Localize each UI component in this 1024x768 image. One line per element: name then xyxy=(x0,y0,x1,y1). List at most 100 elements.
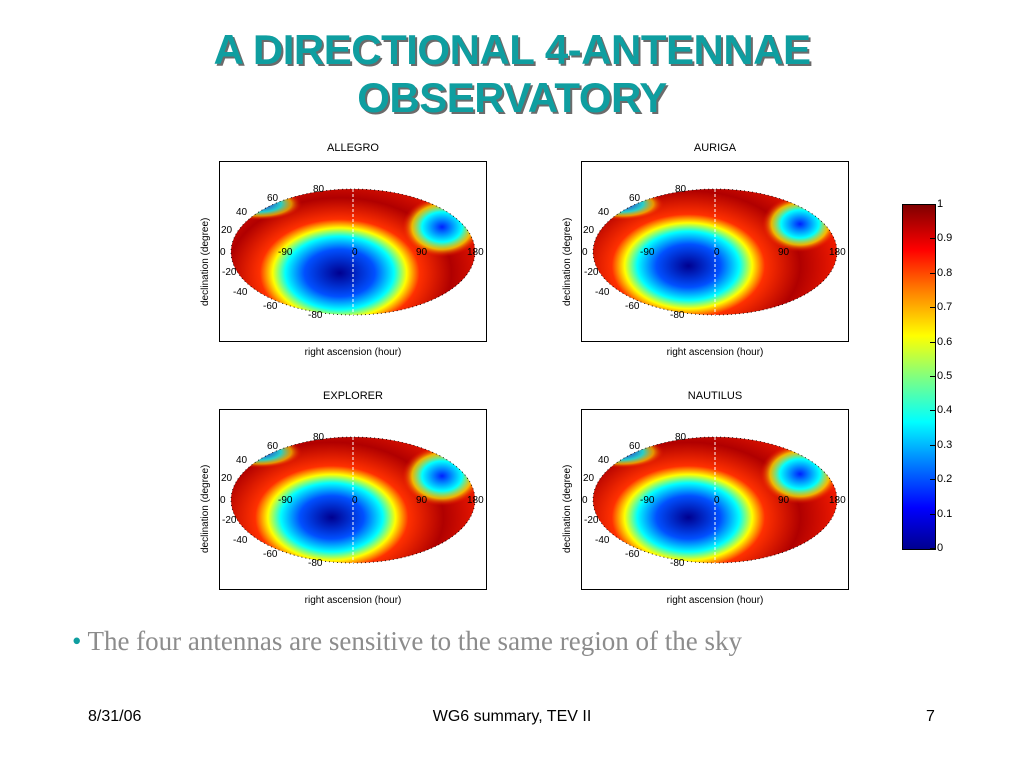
lon-tick-minus90: -90 xyxy=(278,495,293,506)
lat-tick-minus20: -20 xyxy=(222,515,237,526)
lat-tick-20: 20 xyxy=(583,225,595,236)
lon-tick-90: 90 xyxy=(778,247,790,258)
lon-tick-180: 180 xyxy=(467,247,484,258)
lat-tick-80: 80 xyxy=(313,184,325,195)
ylabel-auriga: declination (degree) xyxy=(562,217,573,306)
lon-tick-minus90: -90 xyxy=(640,495,655,506)
lat-tick-60: 60 xyxy=(267,441,279,452)
colorbar-label-0.8: 0.8 xyxy=(937,267,953,279)
panel-title-explorer: EXPLORER xyxy=(323,390,383,402)
colorbar-label-0: 0 xyxy=(937,542,944,554)
lat-tick-60: 60 xyxy=(629,441,641,452)
lon-tick-0: 0 xyxy=(714,495,720,506)
xlabel-explorer: right ascension (hour) xyxy=(304,595,402,606)
colorbar-tick-mark xyxy=(930,514,935,515)
colorbar-label-0.6: 0.6 xyxy=(937,336,953,348)
xlabel-allegro: right ascension (hour) xyxy=(304,347,402,358)
colorbar xyxy=(902,204,936,550)
lon-tick-90: 90 xyxy=(416,495,428,506)
lat-tick-minus80: -80 xyxy=(670,310,685,321)
colorbar-label-0.9: 0.9 xyxy=(937,232,953,244)
lat-tick-minus60: -60 xyxy=(625,301,640,312)
colorbar-tick-mark xyxy=(930,273,935,274)
lat-tick-minus40: -40 xyxy=(233,287,248,298)
lat-tick-20: 20 xyxy=(221,473,233,484)
lat-tick-minus60: -60 xyxy=(263,301,278,312)
lon-tick-180: 180 xyxy=(467,495,484,506)
lat-tick-20: 20 xyxy=(221,225,233,236)
lat-tick-60: 60 xyxy=(267,193,279,204)
lat-tick-40: 40 xyxy=(598,455,610,466)
skymap-auriga xyxy=(581,161,849,342)
lat-tick-80: 80 xyxy=(675,184,687,195)
lat-tick-minus60: -60 xyxy=(263,549,278,560)
colorbar-tick-mark xyxy=(930,204,935,205)
lat-tick-minus20: -20 xyxy=(584,267,599,278)
skymap-allegro-plot xyxy=(230,188,476,316)
lat-tick-minus40: -40 xyxy=(595,535,610,546)
lat-tick-0: 0 xyxy=(220,247,226,258)
lat-tick-minus20: -20 xyxy=(584,515,599,526)
lat-tick-20: 20 xyxy=(583,473,595,484)
colorbar-tick-mark xyxy=(930,342,935,343)
bullet-text: The four antennas are sensitive to the s… xyxy=(87,626,742,656)
lat-tick-minus40: -40 xyxy=(233,535,248,546)
lat-tick-60: 60 xyxy=(629,193,641,204)
slide-title: A DIRECTIONAL 4-ANTENNAE OBSERVATORY xyxy=(112,26,912,122)
lat-tick-40: 40 xyxy=(236,455,248,466)
lat-tick-minus20: -20 xyxy=(222,267,237,278)
lon-tick-minus90: -90 xyxy=(640,247,655,258)
colorbar-tick-mark xyxy=(930,445,935,446)
lon-tick-180: 180 xyxy=(829,495,846,506)
colorbar-tick-mark xyxy=(930,376,935,377)
lat-tick-40: 40 xyxy=(236,207,248,218)
lat-tick-minus80: -80 xyxy=(308,558,323,569)
lat-tick-0: 0 xyxy=(582,247,588,258)
colorbar-tick-mark xyxy=(930,410,935,411)
lon-tick-0: 0 xyxy=(714,247,720,258)
lon-tick-90: 90 xyxy=(778,495,790,506)
lat-tick-minus60: -60 xyxy=(625,549,640,560)
colorbar-tick-mark xyxy=(930,238,935,239)
lat-tick-80: 80 xyxy=(313,432,325,443)
colorbar-label-1: 1 xyxy=(937,198,944,210)
skymap-auriga-plot xyxy=(592,188,838,316)
colorbar-tick-mark xyxy=(930,307,935,308)
colorbar-label-0.5: 0.5 xyxy=(937,370,953,382)
footer-page-number: 7 xyxy=(926,708,935,725)
colorbar-label-0.4: 0.4 xyxy=(937,404,953,416)
lat-tick-minus80: -80 xyxy=(670,558,685,569)
bullet-dot-icon: • xyxy=(72,626,82,656)
skymap-nautilus xyxy=(581,409,849,590)
colorbar-label-0.3: 0.3 xyxy=(937,439,953,451)
xlabel-nautilus: right ascension (hour) xyxy=(666,595,764,606)
lat-tick-40: 40 xyxy=(598,207,610,218)
colorbar-label-0.1: 0.1 xyxy=(937,508,953,520)
lat-tick-0: 0 xyxy=(220,495,226,506)
slide-title-line1: A DIRECTIONAL 4-ANTENNAE xyxy=(213,26,811,73)
lat-tick-minus80: -80 xyxy=(308,310,323,321)
skymap-allegro xyxy=(219,161,487,342)
lon-tick-0: 0 xyxy=(352,495,358,506)
panel-title-auriga: AURIGA xyxy=(693,142,737,154)
lat-tick-minus40: -40 xyxy=(595,287,610,298)
colorbar-label-0.2: 0.2 xyxy=(937,473,953,485)
lon-tick-90: 90 xyxy=(416,247,428,258)
colorbar-tick-mark xyxy=(930,479,935,480)
lon-tick-0: 0 xyxy=(352,247,358,258)
panel-title-nautilus: NAUTILUS xyxy=(687,390,743,402)
lon-tick-minus90: -90 xyxy=(278,247,293,258)
lat-tick-0: 0 xyxy=(582,495,588,506)
lon-tick-180: 180 xyxy=(829,247,846,258)
panel-title-allegro: ALLEGRO xyxy=(327,142,379,154)
slide-title-line2: OBSERVATORY xyxy=(357,74,667,121)
skymap-explorer-plot xyxy=(230,436,476,564)
footer-center: WG6 summary, TEV II xyxy=(432,708,592,725)
bullet-point: • The four antennas are sensitive to the … xyxy=(72,626,742,657)
skymap-nautilus-plot xyxy=(592,436,838,564)
skymap-explorer xyxy=(219,409,487,590)
ylabel-explorer: declination (degree) xyxy=(200,464,211,553)
footer-date: 8/31/06 xyxy=(88,708,142,725)
xlabel-auriga: right ascension (hour) xyxy=(666,347,764,358)
ylabel-allegro: declination (degree) xyxy=(200,217,211,306)
